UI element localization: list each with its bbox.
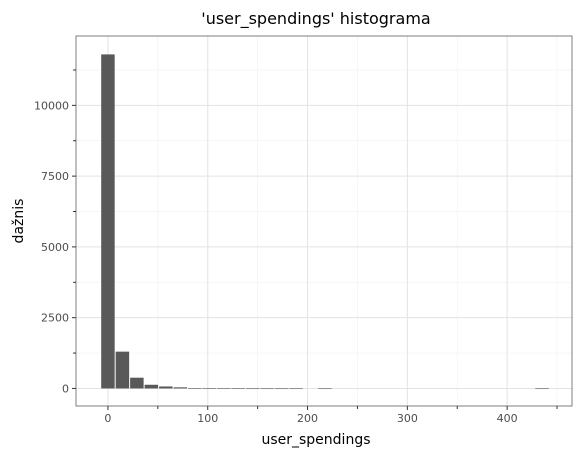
histogram-bar xyxy=(274,388,289,390)
histogram-bar xyxy=(245,388,260,390)
y-tick-label: 7500 xyxy=(41,170,69,183)
y-tick-label: 2500 xyxy=(41,312,69,325)
y-axis: 0 2500 5000 7500 10000 xyxy=(34,69,76,395)
histogram-bar xyxy=(202,388,216,389)
x-tick-label: 200 xyxy=(297,412,318,425)
histogram-bar xyxy=(231,388,245,389)
histogram-bar xyxy=(144,384,159,389)
x-tick-label: 0 xyxy=(104,412,111,425)
chart-title: 'user_spendings' histograma xyxy=(201,9,430,29)
histogram-bar xyxy=(260,388,274,390)
plot-panel xyxy=(76,36,572,406)
histogram-bar xyxy=(101,54,115,389)
x-tick-label: 300 xyxy=(397,412,418,425)
y-tick-label: 10000 xyxy=(34,99,69,112)
histogram-bar xyxy=(216,388,231,389)
histogram-bar xyxy=(188,388,202,389)
histogram-bar xyxy=(130,377,144,389)
x-tick-label: 100 xyxy=(197,412,218,425)
histogram-bar xyxy=(535,388,549,390)
histogram-bar xyxy=(173,387,188,389)
histogram-bar xyxy=(115,351,130,389)
histogram-bars xyxy=(101,54,549,390)
minor-gridlines xyxy=(76,36,572,406)
plot-border xyxy=(75,35,573,407)
x-axis: 0 100 200 300 400 xyxy=(104,406,558,425)
x-axis-label: user_spendings xyxy=(261,432,370,448)
histogram-bar xyxy=(289,388,303,390)
y-tick-label: 5000 xyxy=(41,241,69,254)
histogram-bar xyxy=(318,388,332,390)
histogram-bar xyxy=(159,386,173,389)
y-axis-label: dažnis xyxy=(11,199,27,244)
y-tick-label: 0 xyxy=(62,382,69,395)
x-tick-label: 400 xyxy=(497,412,518,425)
